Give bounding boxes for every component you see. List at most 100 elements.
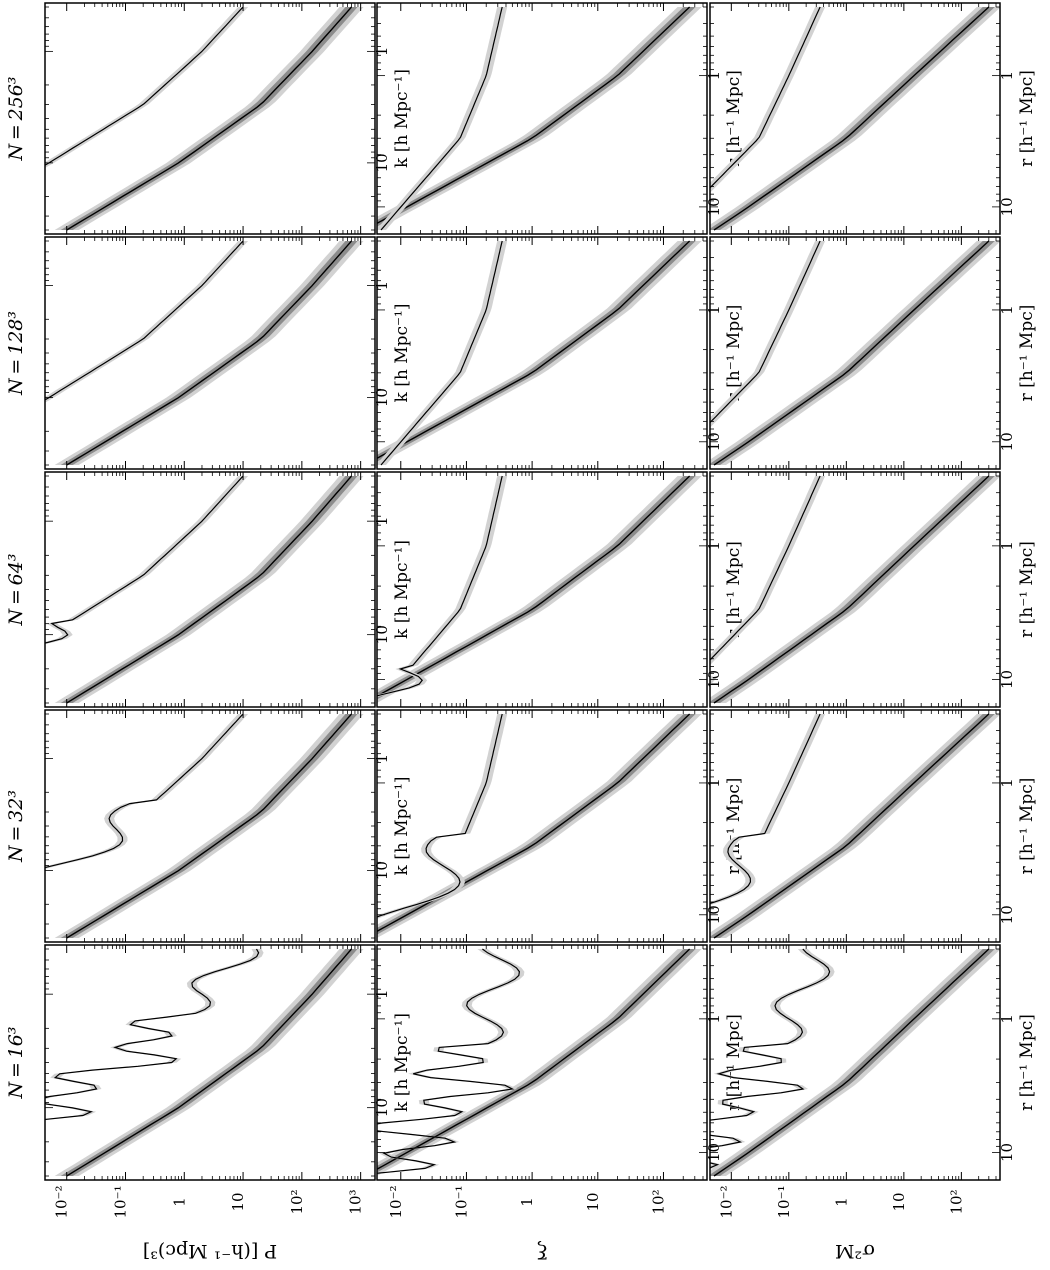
x-axis-title: r [h⁻¹ Mpc] — [1017, 778, 1037, 875]
x-axis-title: r [h⁻¹ Mpc] — [724, 70, 744, 167]
linear-curve — [710, 240, 821, 424]
linear-curve — [380, 240, 503, 466]
row-ylabel: ξ — [537, 1240, 547, 1262]
column-label: N = 64³ — [5, 554, 27, 627]
panel-row3-col1: 1 10 r [h⁻¹ Mpc] 10² 10 1 10⁻¹ 10⁻² — [709, 944, 1037, 1219]
value-axis-ticks — [730, 710, 997, 942]
panel-frame — [376, 944, 708, 1181]
nonlinear-curve — [713, 948, 990, 1177]
value-axis-ticks — [66, 3, 362, 234]
x-axis-title: k [h Mpc⁻¹] — [392, 69, 412, 168]
outer-band — [377, 7, 702, 230]
panel-row2-col4: 1 10 r [h⁻¹ Mpc] — [376, 236, 744, 470]
nonlinear-curve — [377, 240, 691, 460]
value-axis-ticks — [66, 237, 362, 469]
inner-band — [60, 476, 358, 703]
nonlinear-curve — [713, 713, 990, 939]
panel-row1-col4: 1 10 k [h Mpc⁻¹] — [44, 236, 412, 470]
linear-curve — [377, 948, 521, 1174]
x-axis-title: r [h⁻¹ Mpc] — [724, 1014, 744, 1111]
row-labels: P [(h⁻¹ Mpc)³] ξ σ²M — [143, 1240, 875, 1262]
panel-row1-col2: 1 10 k [h Mpc⁻¹] — [44, 709, 412, 943]
x-axis-ticks — [45, 6, 375, 231]
x-tick-label: 1 — [998, 305, 1016, 315]
nonlinear-curve — [66, 240, 353, 466]
x-tick-label: 10 — [373, 625, 391, 644]
y-tick-label: 10² — [288, 1189, 306, 1214]
y-tick-label: 10² — [649, 1189, 667, 1214]
nonlinear-curve — [66, 6, 353, 231]
panel-row3-col5: 1 10 r [h⁻¹ Mpc] — [709, 2, 1037, 235]
nonlinear-curve — [377, 6, 691, 225]
value-axis-ticks — [400, 710, 704, 942]
y-tick-label: 1 — [518, 1197, 536, 1207]
linear-curve — [45, 713, 244, 869]
x-axis-ticks — [710, 475, 1000, 680]
x-axis-title: r [h⁻¹ Mpc] — [724, 305, 744, 402]
inner-band — [710, 949, 995, 1176]
panel-row3-col3: 1 10 r [h⁻¹ Mpc] — [709, 471, 1037, 708]
inner-band — [60, 241, 358, 465]
panel-row3-col4: 1 10 r [h⁻¹ Mpc] — [709, 236, 1037, 470]
nonlinear-curve — [377, 475, 691, 697]
row-ylabel: σ²M — [835, 1240, 875, 1262]
nonlinear-curve — [66, 713, 353, 939]
nonlinear-curve — [713, 6, 990, 231]
x-axis-ticks — [45, 475, 375, 704]
panel-frame — [376, 2, 708, 235]
x-axis-title: k [h Mpc⁻¹] — [392, 540, 412, 639]
x-tick-label: 10 — [373, 1098, 391, 1117]
column-label: N = 32³ — [5, 790, 27, 863]
x-axis-ticks — [45, 240, 375, 466]
linear-curve — [710, 948, 831, 1169]
value-axis-ticks — [66, 945, 362, 1180]
inner-band — [377, 949, 696, 1173]
inner-band — [377, 714, 696, 935]
x-tick-label: 1 — [998, 1014, 1016, 1024]
linear-band — [377, 7, 508, 230]
x-tick-label: 1 — [373, 281, 391, 291]
panel-frame — [709, 2, 1001, 235]
value-axis-ticks — [400, 3, 704, 234]
x-tick-label: 1 — [373, 516, 391, 526]
x-axis-title: k [h Mpc⁻¹] — [392, 777, 412, 876]
x-tick-label: 10 — [998, 197, 1016, 216]
y-tick-label: 10³ — [347, 1189, 365, 1214]
nonlinear-curve — [66, 475, 353, 704]
linear-band — [45, 949, 264, 1121]
linear-curve — [45, 475, 244, 644]
y-tick-label: 10 — [584, 1192, 602, 1211]
linear-band — [710, 241, 826, 428]
x-axis-ticks — [377, 475, 707, 680]
linear-band — [377, 476, 508, 698]
y-tick-label: 10⁻² — [717, 1185, 735, 1218]
x-axis-title: r [h⁻¹ Mpc] — [1017, 541, 1037, 638]
inner-band — [710, 7, 995, 230]
y-tick-label: 10⁻² — [53, 1185, 71, 1218]
x-tick-label: 10 — [998, 905, 1016, 924]
y-tick-label: 10 — [229, 1192, 247, 1211]
nonlinear-curve — [66, 948, 353, 1177]
inner-band — [710, 714, 995, 938]
inner-band — [710, 241, 995, 465]
inner-band — [60, 7, 358, 230]
value-axis-ticks — [400, 237, 704, 469]
panel-frame — [709, 471, 1001, 708]
value-axis-ticks — [66, 710, 362, 942]
x-axis-title: k [h Mpc⁻¹] — [392, 1013, 412, 1112]
x-axis-ticks — [710, 713, 1000, 916]
linear-band — [377, 241, 508, 465]
value-axis-ticks — [730, 472, 997, 707]
x-tick-label: 1 — [998, 541, 1016, 551]
panel-row3-col2: 1 10 r [h⁻¹ Mpc] — [709, 709, 1037, 943]
x-axis-ticks — [377, 713, 707, 916]
x-axis-title: k [h Mpc⁻¹] — [392, 304, 412, 403]
linear-band — [710, 714, 826, 906]
linear-curve — [710, 6, 821, 189]
linear-curve — [710, 713, 821, 905]
x-tick-label: 10 — [998, 670, 1016, 689]
x-axis-ticks — [710, 6, 1000, 208]
x-axis-ticks — [45, 713, 375, 939]
linear-curve — [377, 475, 503, 697]
